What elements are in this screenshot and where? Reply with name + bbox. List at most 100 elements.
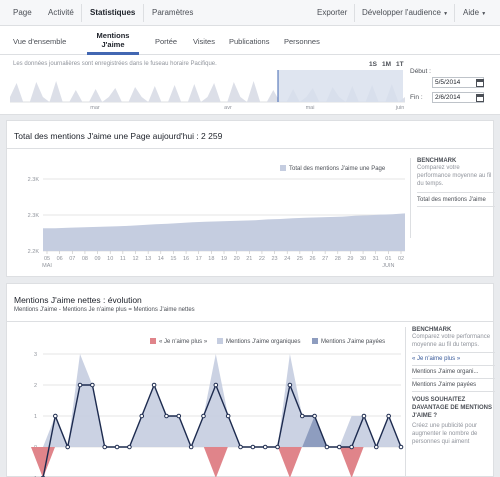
divider xyxy=(417,206,495,207)
x-tick-label: 06 xyxy=(57,256,63,262)
tab-likes[interactable]: Mentions J'aime xyxy=(96,31,130,49)
nav-activity[interactable]: Activité xyxy=(48,8,74,17)
net-likes-point xyxy=(164,413,169,419)
legend-swatch xyxy=(280,165,286,171)
benchmark-link-organic[interactable]: Mentions J'aime organi... xyxy=(412,369,479,375)
x-tick-label: 19 xyxy=(221,256,227,262)
top-nav: Page Activité Statistiques Paramètres Ex… xyxy=(0,0,500,26)
y-tick-label: 2 xyxy=(34,383,37,389)
x-tick-label: 16 xyxy=(183,256,189,262)
grow-audience-button[interactable]: Développer l'audience ▼ xyxy=(362,8,448,17)
x-tick-label: 07 xyxy=(69,256,75,262)
benchmark-panel: BENCHMARK Comparez votre performance moy… xyxy=(410,158,495,238)
benchmark-text: Comparez votre performance moyenne au fi… xyxy=(412,334,491,348)
x-tick-label: 13 xyxy=(145,256,151,262)
unlike-area xyxy=(277,447,302,477)
x-tick-label: 22 xyxy=(259,256,265,262)
legend-label: Mentions J'aime payées xyxy=(321,339,386,345)
total-likes-card: Total des mentions J'aime une Page aujou… xyxy=(6,120,495,277)
timeline-month-label: mar xyxy=(90,105,100,111)
zoom-1-quarter[interactable]: 1T xyxy=(396,61,404,68)
net-likes-point xyxy=(374,444,379,450)
card-title: Mentions J'aime nettes : évolution xyxy=(14,295,142,305)
total-likes-area xyxy=(43,213,405,251)
nav-page[interactable]: Page xyxy=(13,8,32,17)
x-tick-label: 26 xyxy=(309,256,315,262)
x-tick-label: 31 xyxy=(373,256,379,262)
x-tick-label: 02 xyxy=(398,256,404,262)
net-likes-point xyxy=(349,444,354,450)
promo-heading: VOUS SOUHAITEZ DAVANTAGE DE MENTIONS J'A… xyxy=(412,397,493,419)
net-likes-point xyxy=(238,444,243,450)
divider xyxy=(412,378,495,379)
x-tick-label: 27 xyxy=(322,256,328,262)
benchmark-text: Comparez votre performance moyenne au fi… xyxy=(417,165,492,187)
start-date-label: Début : xyxy=(410,68,431,75)
legend-paid-likes[interactable]: Mentions J'aime payées xyxy=(312,338,385,345)
net-likes-chart: 3210-1 xyxy=(31,352,404,477)
tab-visits[interactable]: Visites xyxy=(193,37,215,46)
net-likes-point xyxy=(102,444,108,450)
legend-swatch xyxy=(217,338,223,344)
timeline-month-label: avr xyxy=(224,105,232,111)
x-tick-label: 01 xyxy=(385,256,391,262)
x-month-label: JUIN xyxy=(382,263,394,269)
active-tab-indicator xyxy=(87,52,139,55)
end-date-label: Fin : xyxy=(410,94,423,101)
zoom-1-month[interactable]: 1M xyxy=(382,61,392,68)
x-month-label: MAI xyxy=(42,263,52,269)
legend-total-likes[interactable]: Total des mentions J'aime une Page xyxy=(280,165,385,172)
timeline-area xyxy=(10,81,405,102)
nav-settings[interactable]: Paramètres xyxy=(152,8,194,17)
help-button[interactable]: Aide ▼ xyxy=(463,8,486,17)
x-tick-label: 18 xyxy=(208,256,214,262)
net-likes-point xyxy=(65,444,70,450)
divider xyxy=(412,391,495,392)
legend-swatch xyxy=(150,338,156,344)
timezone-note: Les données journalières sont enregistré… xyxy=(13,61,217,67)
x-tick-label: 30 xyxy=(360,256,366,262)
calendar-icon[interactable] xyxy=(476,79,484,87)
zoom-1-week[interactable]: 1S xyxy=(369,61,377,68)
legend-organic-likes[interactable]: Mentions J'aime organiques xyxy=(217,338,301,345)
divider xyxy=(7,321,493,322)
nav-statistics[interactable]: Statistiques xyxy=(90,8,136,17)
x-tick-label: 23 xyxy=(272,256,278,262)
benchmark-link-unlikes[interactable]: « Je n'aime plus » xyxy=(412,356,461,362)
net-likes-point xyxy=(398,444,404,450)
calendar-icon[interactable] xyxy=(476,94,484,102)
legend-label: Mentions J'aime organiques xyxy=(226,339,301,345)
net-likes-point xyxy=(127,444,132,450)
net-likes-point xyxy=(262,444,268,450)
net-likes-point xyxy=(312,413,317,419)
benchmark-link-total[interactable]: Total des mentions J'aime xyxy=(417,197,486,203)
net-likes-point xyxy=(336,444,342,450)
export-button[interactable]: Exporter xyxy=(317,8,348,17)
x-tick-label: 24 xyxy=(284,256,290,262)
promo-text: Créez une publicité pour augmenter le no… xyxy=(412,423,478,445)
net-likes-point xyxy=(386,413,391,419)
tab-people[interactable]: Personnes xyxy=(284,37,320,46)
caret-down-icon: ▼ xyxy=(443,11,449,17)
card-title: Total des mentions J'aime une Page aujou… xyxy=(14,131,223,141)
divider xyxy=(412,352,495,353)
tab-posts[interactable]: Publications xyxy=(229,37,270,46)
tab-overview[interactable]: Vue d'ensemble xyxy=(13,37,67,46)
benchmark-link-paid[interactable]: Mentions J'aime payées xyxy=(412,382,477,388)
legend-unlikes[interactable]: « Je n'aime plus » xyxy=(150,338,207,345)
range-timeline[interactable]: mar avr mai juin xyxy=(10,70,405,111)
x-tick-label: 05 xyxy=(44,256,50,262)
paid-likes-area xyxy=(302,416,327,447)
legend-label: « Je n'aime plus » xyxy=(159,339,208,345)
divider xyxy=(412,365,495,366)
net-likes-point xyxy=(275,444,280,450)
card-subtitle: Mentions J'aime - Mentions Je n'aime plu… xyxy=(14,307,195,313)
nav-divider xyxy=(143,4,144,22)
total-likes-chart: 2.2K 2.3K 2.3K 05 06 07 08 09 10 11 12 13 14 15 16 17 18… xyxy=(28,177,405,269)
nav-divider xyxy=(354,4,355,22)
x-tick-label: 08 xyxy=(82,256,88,262)
legend-label: Total des mentions J'aime une Page xyxy=(289,166,386,172)
net-likes-point xyxy=(188,444,194,450)
benchmark-panel: BENCHMARK Comparez votre performance moy… xyxy=(405,327,495,477)
tab-reach[interactable]: Portée xyxy=(155,37,178,46)
